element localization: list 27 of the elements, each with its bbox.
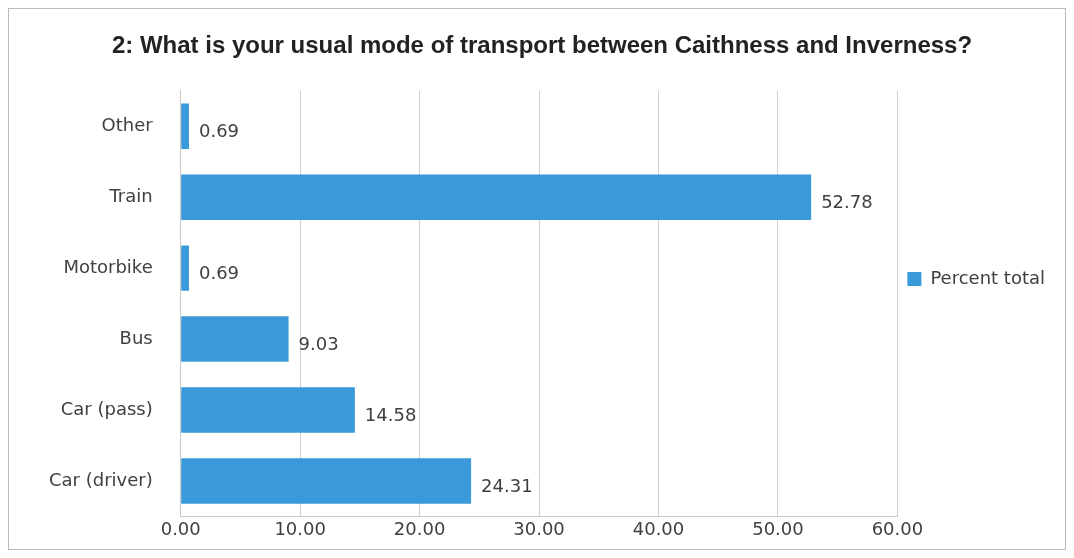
y-tick-label: Car (pass) bbox=[60, 397, 153, 419]
x-tick-label: 30.00 bbox=[513, 517, 565, 539]
data-label: 0.69 bbox=[198, 119, 240, 141]
bar bbox=[181, 387, 355, 433]
x-tick-label: 20.00 bbox=[393, 517, 446, 539]
data-label: 52.78 bbox=[821, 190, 873, 212]
legend-label: Percent total bbox=[930, 266, 1045, 288]
x-tick-label: 10.00 bbox=[274, 517, 326, 539]
bar bbox=[181, 458, 472, 504]
y-tick-label: Bus bbox=[119, 326, 153, 348]
bar bbox=[181, 103, 189, 149]
y-tick-label: Car (driver) bbox=[48, 468, 153, 490]
chart-title: 2: What is your usual mode of transport between Caithness and Inverness? bbox=[111, 31, 973, 59]
x-tick-label: 60.00 bbox=[871, 517, 924, 539]
y-tick-label: Train bbox=[108, 184, 153, 206]
x-tick-label: 40.00 bbox=[632, 517, 685, 539]
bar bbox=[181, 174, 812, 220]
data-label: 24.31 bbox=[481, 474, 533, 496]
y-tick-label: Other bbox=[101, 113, 154, 135]
bar bbox=[181, 316, 289, 362]
data-label: 14.58 bbox=[364, 403, 417, 425]
x-tick-label: 50.00 bbox=[752, 517, 804, 539]
data-label: 9.03 bbox=[298, 332, 339, 354]
y-tick-label: Motorbike bbox=[63, 255, 153, 277]
data-label: 0.69 bbox=[198, 261, 240, 283]
bar bbox=[181, 245, 189, 291]
x-tick-label: 0.00 bbox=[160, 517, 201, 539]
